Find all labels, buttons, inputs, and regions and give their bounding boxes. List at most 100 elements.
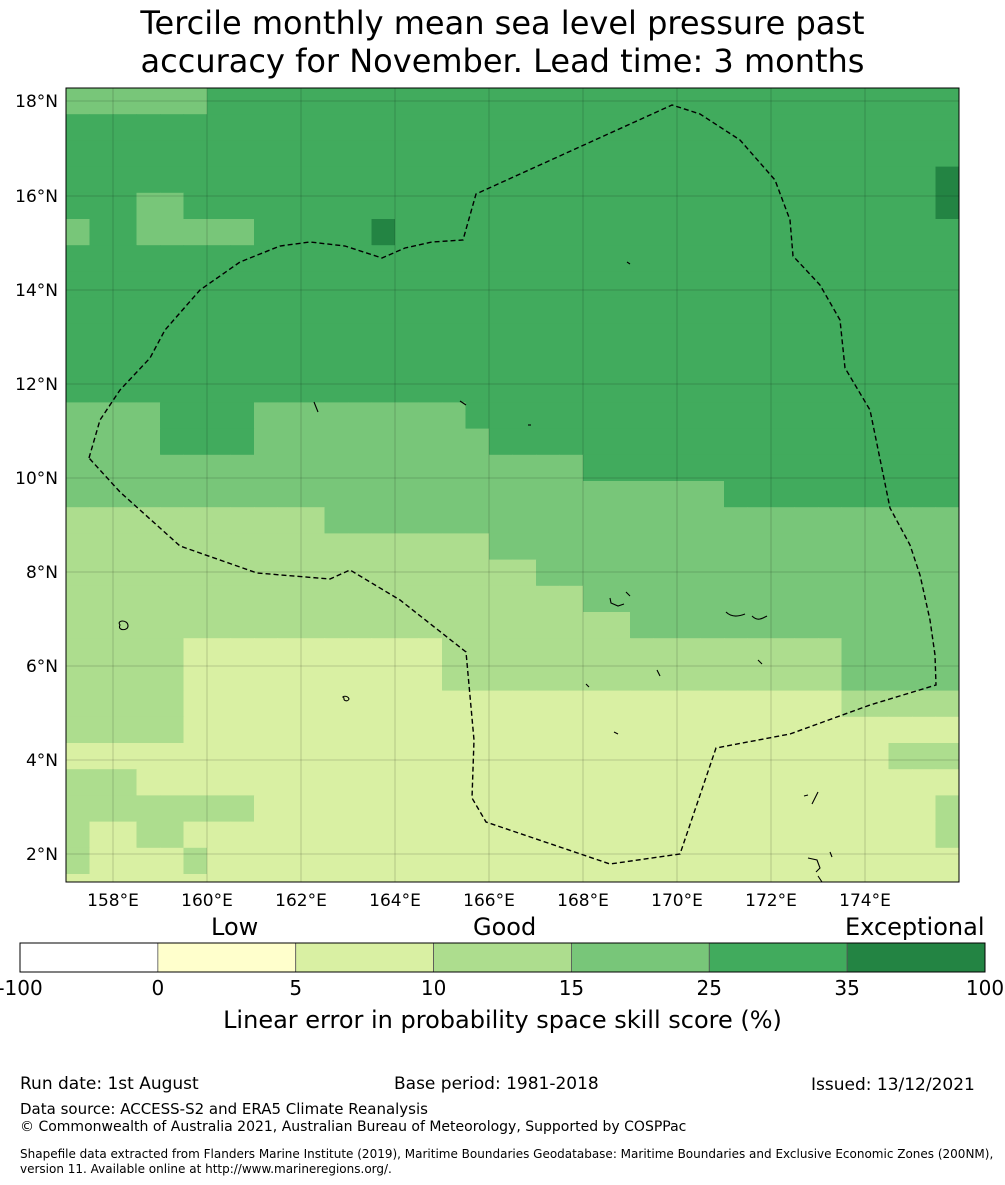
grid-cell [136,664,161,692]
grid-cell [371,323,396,351]
grid-cell [818,821,843,849]
grid-cell [348,219,373,246]
grid-cell [630,690,655,718]
grid-cell [113,323,138,351]
grid-cell [677,454,702,482]
grid-cell [160,481,185,508]
grid-cell [395,769,420,796]
grid-cell [912,481,937,508]
grid-cell [277,612,302,639]
grid-cell [89,323,114,351]
grid-cell [418,638,443,665]
grid-cell [254,402,279,430]
grid-cell [912,638,937,665]
grid-cell [724,821,749,849]
grid-cell [348,585,373,613]
grid-cell [771,192,796,220]
grid-cell [395,507,420,534]
grid-cell [254,323,279,351]
grid-cell [700,716,725,744]
issued-date: Issued: 13/12/2021 [811,1075,975,1095]
grid-cell [888,795,913,823]
grid-cell [771,847,796,875]
grid-cell [254,219,279,246]
grid-cell [771,716,796,744]
grid-cell [583,454,608,482]
grid-cell [66,114,91,141]
grid-cell [912,166,937,194]
grid-cell [583,533,608,561]
grid-cell [254,743,279,770]
grid-cell [818,795,843,823]
grid-cell [66,507,91,534]
grid-cell [536,376,561,403]
grid-cell [677,769,702,796]
grid-cell [583,219,608,246]
grid-cell [888,847,913,875]
grid-cell [160,664,185,692]
grid-cell [512,245,537,272]
grid-cell [254,638,279,665]
grid-cell [371,271,396,299]
grid-cell [630,297,655,325]
grid-cell [160,140,185,168]
grid-cell [442,874,467,882]
grid-cell [442,376,467,403]
grid-cell [935,612,959,639]
grid-cell [207,507,232,534]
grid-cell [136,690,161,718]
grid-cell [677,743,702,770]
grid-cell [630,795,655,823]
grid-cell [794,88,819,115]
grid-cell [559,821,584,849]
grid-cell [395,376,420,403]
grid-cell [254,612,279,639]
grid-cell [512,690,537,718]
grid-cell [442,559,467,587]
grid-cell [912,716,937,744]
grid-cell [254,874,279,882]
grid-cell [747,743,772,770]
grid-cell [489,166,514,194]
grid-cell [442,690,467,718]
grid-cell [230,114,255,141]
grid-cell [442,821,467,849]
grid-cell [371,297,396,325]
grid-cell [348,402,373,430]
grid-cell [935,376,959,403]
grid-cell [818,690,843,718]
grid-cell [230,716,255,744]
grid-cell [465,114,490,141]
grid-cell [395,271,420,299]
grid-cell [113,88,138,115]
grid-cell [418,664,443,692]
grid-cell [677,664,702,692]
grid-cell [935,847,959,875]
grid-cell [747,559,772,587]
grid-cell [559,769,584,796]
grid-cell [747,350,772,377]
grid-cell [277,559,302,587]
grid-cell [818,323,843,351]
grid-cell [583,743,608,770]
grid-cell [230,323,255,351]
grid-cell [559,245,584,272]
grid-cell [935,821,959,849]
grid-cell [630,192,655,220]
grid-cell [465,847,490,875]
grid-cell [301,454,326,482]
grid-cell [301,402,326,430]
grid-cell [888,350,913,377]
grid-cell [442,271,467,299]
grid-cell [536,219,561,246]
grid-cell [512,376,537,403]
grid-cell [324,376,349,403]
grid-cell [324,507,349,534]
grid-cell [301,533,326,561]
grid-cell [301,481,326,508]
grid-cell [324,454,349,482]
grid-cell [113,376,138,403]
colorbar-title: Linear error in probability space skill … [223,1006,782,1034]
grid-cell [794,874,819,882]
grid-cell [536,847,561,875]
